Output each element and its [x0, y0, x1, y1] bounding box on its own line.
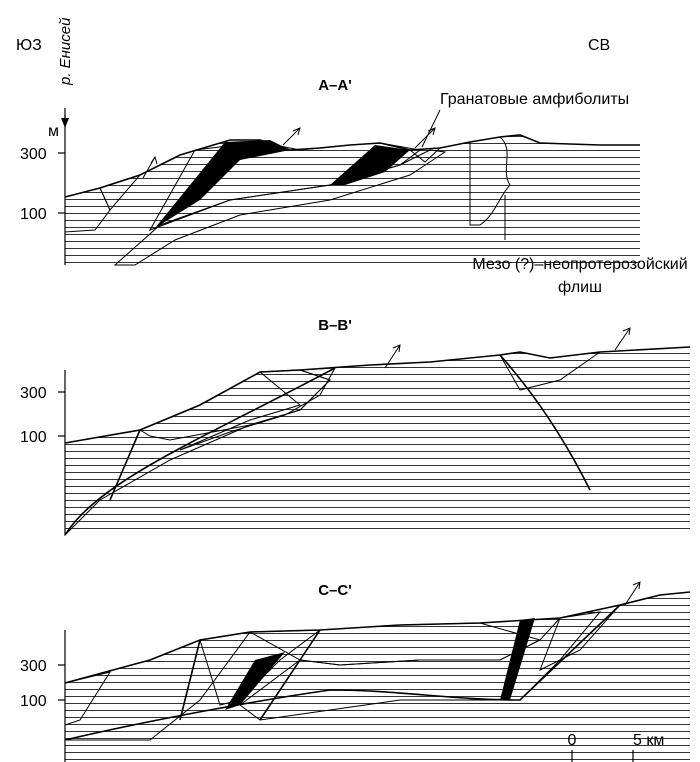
direction-sw: ЮЗ	[16, 37, 42, 54]
axis-label: 100	[20, 693, 47, 710]
scale-label: 0	[568, 732, 577, 749]
axis-label: 100	[20, 206, 47, 223]
section-a	[58, 109, 640, 266]
scale-label: 5 км	[633, 732, 664, 749]
axis-label: 300	[20, 146, 47, 163]
section-c	[58, 581, 691, 762]
axis-label: 300	[20, 658, 47, 675]
unit-label: м	[48, 123, 59, 140]
section-title: B–B'	[318, 317, 352, 334]
section-title: C–C'	[318, 582, 352, 599]
river-label: р. Енисей	[57, 17, 74, 86]
flysch-label: флиш	[558, 279, 602, 296]
flysch-label: Мезо (?)–неопротерозойский	[472, 256, 687, 273]
section-b	[58, 327, 691, 537]
section-title: A–A'	[318, 77, 352, 94]
axis-label: 100	[20, 429, 47, 446]
garnet-label: Гранатовые амфиболиты	[440, 91, 629, 108]
direction-ne: СВ	[588, 37, 610, 54]
axis-label: 300	[20, 385, 47, 402]
